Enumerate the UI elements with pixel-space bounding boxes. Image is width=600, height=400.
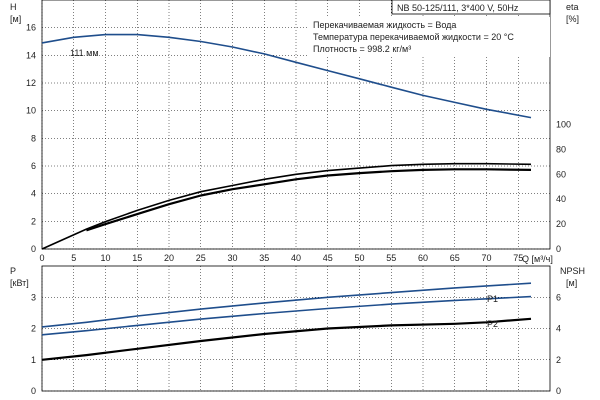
info-line-1: Перекачиваемая жидкость = Вода [313,20,456,30]
series-line-2 [41,295,532,336]
top-x-label: Q [м³/ч] [522,254,553,264]
series-line-3 [41,317,532,361]
y-left-tick-label: 14 [26,50,36,60]
series-line-1 [41,33,532,119]
y-left-tick-label: 10 [26,106,36,116]
y-left-tick-label: 0 [31,386,36,396]
bottom-y-right-label: NPSH [560,266,585,276]
y-right-tick-label: 6 [556,292,561,302]
x-tick-label: 70 [481,253,491,263]
y-right-tick-label: 100 [556,120,571,130]
top-y-left-label: H [10,2,17,12]
y-left-tick-label: 1 [31,355,36,365]
y-right-tick-label: 0 [556,244,561,254]
model-label: NB 50-125/111, 3*400 V, 50Hz [397,3,519,13]
y-right-tick-label: 2 [556,355,561,365]
y-left-tick-label: 0 [31,244,36,254]
x-tick-label: 25 [196,253,206,263]
bottom-y-left-unit: [кВт] [10,278,29,288]
curve-label-111mm: 111 мм [70,48,99,58]
y-left-tick-label: 4 [31,189,36,199]
y-left-tick-label: 3 [31,292,36,302]
model-label-box [391,0,551,15]
x-tick-label: 5 [71,253,76,263]
bottom-y-right-unit: [м] [566,278,577,288]
x-tick-label: 0 [39,253,44,263]
y-right-tick-label: 20 [556,219,566,229]
y-left-tick-label: 6 [31,161,36,171]
y-left-tick-label: 16 [26,23,36,33]
y-left-tick-label: 12 [26,78,36,88]
top-series [41,33,532,250]
bottom-grid [41,266,550,392]
y-right-tick-label: 0 [556,386,561,396]
x-tick-label: 30 [227,253,237,263]
x-tick-label: 40 [291,253,301,263]
x-tick-label: 35 [259,253,269,263]
y-right-tick-label: 80 [556,144,566,154]
y-right-tick-label: 40 [556,194,566,204]
y-left-tick-label: 2 [31,324,36,334]
info-line-2: Температура перекачиваемой жидкости = 20… [313,32,514,42]
x-tick-label: 75 [513,253,523,263]
y-right-tick-label: 60 [556,169,566,179]
curve-label-p1: P1 [487,294,498,304]
bottom-ticks: 0 1 2 3 0 2 4 6 [31,292,561,396]
bottom-series [41,282,532,361]
top-ticks: 0 5 10 15 20 25 30 35 40 45 50 55 60 65 70 75 0 2 4 6 8 10 12 1… [26,23,571,263]
series-line-2 [41,162,532,250]
top-y-right-unit: [%] [566,14,579,24]
curve-label-p2: P2 [487,319,498,329]
x-tick-label: 15 [132,253,142,263]
x-tick-label: 20 [164,253,174,263]
top-y-left-unit: [м] [10,14,21,24]
x-tick-label: 50 [354,253,364,263]
y-left-tick-label: 2 [31,216,36,226]
y-left-tick-label: 8 [31,133,36,143]
bottom-panel: 0 1 2 3 0 2 4 6 P [кВт] NPSH [м] P1 P2 [10,265,585,396]
series-line-1 [41,282,532,328]
top-y-right-label: eta [566,2,579,12]
x-tick-label: 60 [418,253,428,263]
top-plot-frame [41,0,551,250]
x-tick-label: 10 [100,253,110,263]
x-tick-label: 65 [450,253,460,263]
series-line-3 [86,168,532,232]
bottom-plot-frame [41,265,551,392]
bottom-y-left-label: P [10,266,16,276]
y-right-tick-label: 4 [556,324,561,334]
top-panel: 0 5 10 15 20 25 30 35 40 45 50 55 60 65 70 75 0 2 4 6 8 10 12 1… [10,0,579,264]
info-line-3: Плотность = 998.2 кг/м³ [313,44,411,54]
x-tick-label: 55 [386,253,396,263]
x-tick-label: 45 [323,253,333,263]
info-backdrop [308,17,550,57]
